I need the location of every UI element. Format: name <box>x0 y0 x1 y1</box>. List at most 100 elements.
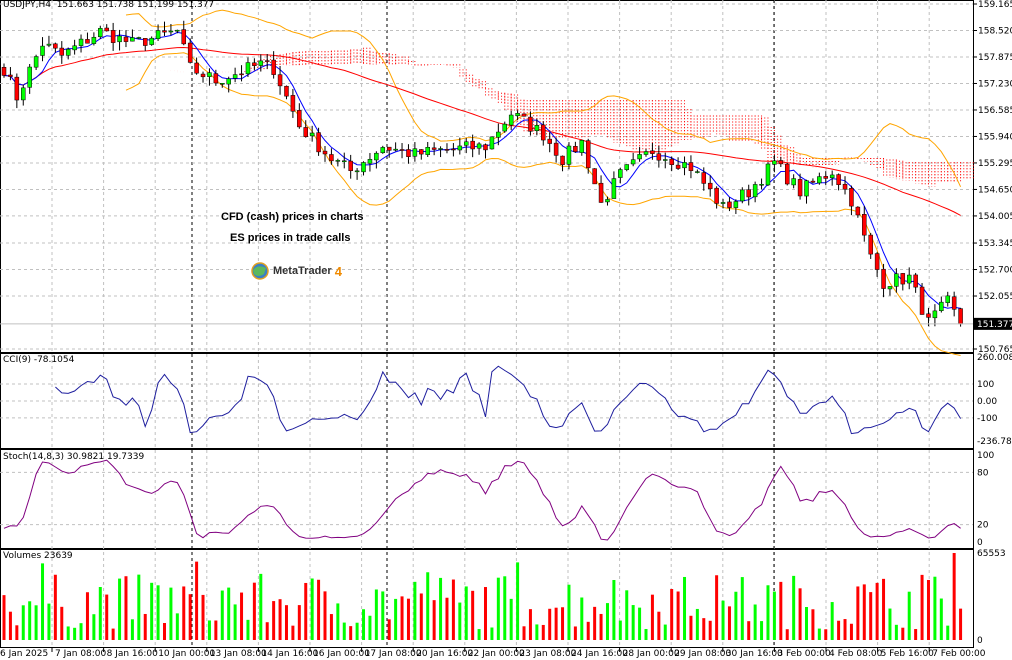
price-axis-label: 153.345 <box>978 239 1012 249</box>
bull-candle <box>457 145 463 151</box>
bear-candle <box>194 62 199 74</box>
bear-candle <box>444 149 450 151</box>
bear-candle <box>701 172 707 184</box>
bear-candle <box>784 163 790 185</box>
bull-candle <box>175 29 180 32</box>
bear-candle <box>862 214 867 236</box>
price-axis-label: 158.520 <box>978 26 1012 36</box>
cci-axis-label: -236.7829 <box>977 437 1012 447</box>
bull-candle <box>772 160 777 165</box>
bear-candle <box>842 183 848 190</box>
bear-candle <box>399 149 405 151</box>
bear-candle <box>778 160 784 165</box>
bear-candle <box>810 180 816 183</box>
bear-candle <box>585 140 591 169</box>
price-axis-label: 152.055 <box>978 292 1012 302</box>
metatrader-globe-icon <box>251 262 269 280</box>
stoch-axis-label: 80 <box>977 468 989 478</box>
price-axis-label: 155.940 <box>978 132 1012 142</box>
bull-candle <box>476 143 482 149</box>
bull-candle <box>65 48 71 56</box>
bear-candle <box>252 62 257 66</box>
price-axis-label: 159.165 <box>978 0 1012 10</box>
bear-candle <box>958 308 963 325</box>
bear-candle <box>547 138 552 144</box>
time-axis-label: 3 Feb 00:00 <box>777 649 831 659</box>
bull-candle <box>579 140 585 153</box>
bull-candle <box>412 148 418 157</box>
bull-candle <box>695 171 700 173</box>
bull-candle <box>752 184 758 198</box>
bear-candle <box>162 30 167 33</box>
bull-candle <box>438 148 443 150</box>
bear-candle <box>110 30 116 43</box>
bull-candle <box>367 159 373 164</box>
bear-candle <box>406 149 411 157</box>
logo-text: MetaTrader <box>273 265 332 277</box>
note-es: ES prices in trade calls <box>230 232 351 244</box>
bear-candle <box>881 268 886 289</box>
bear-candle <box>470 140 475 150</box>
bear-candle <box>181 29 187 45</box>
bear-candle <box>797 179 803 197</box>
fast-ma-line <box>3 31 961 309</box>
bull-candle <box>932 310 938 319</box>
time-axis-label: 28 Jan 00:00 <box>623 649 680 659</box>
time-axis-label: 30 Jan 16:00 <box>726 649 783 659</box>
bull-candle <box>40 45 45 56</box>
time-axis-label: 22 Jan 00:00 <box>468 649 525 659</box>
bull-candle <box>425 147 430 155</box>
bear-candle <box>200 73 206 78</box>
bull-candle <box>740 189 745 202</box>
bull-candle <box>374 152 379 161</box>
volume-axis-label: 0 <box>977 636 983 646</box>
logo-version: 4 <box>334 263 342 279</box>
bull-candle <box>489 136 495 150</box>
stoch-axis-label: 20 <box>977 521 989 531</box>
time-axis-label: 4 Feb 08:00 <box>829 649 883 659</box>
bull-candle <box>637 154 642 160</box>
bull-candle <box>720 202 726 204</box>
price-axis-label: 150.765 <box>978 345 1012 355</box>
bull-candle <box>33 56 39 68</box>
bull-candle <box>605 199 610 203</box>
bull-candle <box>643 151 649 155</box>
bull-candle <box>887 286 893 290</box>
cci-axis-label: -100 <box>977 414 998 424</box>
bear-candle <box>1 66 7 76</box>
time-axis-label: 29 Jan 08:00 <box>674 649 731 659</box>
bear-candle <box>919 286 925 315</box>
bull-candle <box>207 72 212 77</box>
slow-ma-line <box>3 46 961 216</box>
bear-candle <box>707 182 713 190</box>
bollinger-lower-line <box>125 52 961 356</box>
bull-candle <box>309 132 315 137</box>
bear-candle <box>85 39 90 44</box>
time-axis-label: 8 Jan 16:00 <box>107 649 159 659</box>
note-cfd: CFD (cash) prices in charts <box>221 211 364 223</box>
bull-candle <box>98 28 103 38</box>
bear-candle <box>142 38 148 46</box>
bear-candle <box>528 116 533 132</box>
bear-candle <box>297 110 302 128</box>
bear-candle <box>277 74 283 87</box>
bear-candle <box>348 160 353 171</box>
bear-candle <box>59 47 65 56</box>
time-axis-label: 24 Jan 16:00 <box>571 649 628 659</box>
bull-candle <box>759 184 764 186</box>
bear-candle <box>8 74 13 77</box>
bull-candle <box>682 162 687 169</box>
ohlc-values: 151.663 151.738 151.199 151.377 <box>56 0 215 10</box>
bear-candle <box>592 168 597 185</box>
bull-candle <box>21 87 26 101</box>
bull-candle <box>804 180 809 197</box>
cci-axis-label: 0.00 <box>977 397 997 407</box>
bear-candle <box>290 95 296 112</box>
bear-candle <box>213 73 219 84</box>
stoch-main-line <box>3 459 961 541</box>
price-axis-label: 157.230 <box>978 79 1012 89</box>
bear-candle <box>386 146 392 151</box>
bear-candle <box>521 113 527 117</box>
cci-axis-label: 100 <box>977 380 994 390</box>
